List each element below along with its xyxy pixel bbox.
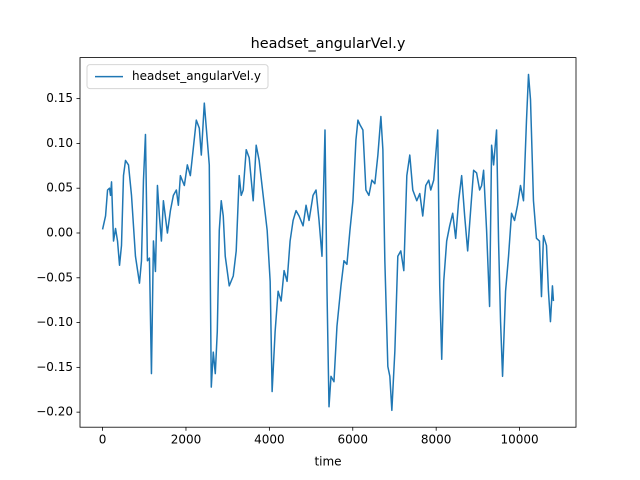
plot-frame: [79, 57, 577, 428]
x-tick-label: 8000: [421, 433, 452, 447]
line-series: [101, 73, 555, 412]
y-tick-label: −0.10: [36, 315, 73, 329]
y-tick-label: −0.20: [36, 405, 73, 419]
y-tick-label: 0.10: [46, 136, 73, 150]
y-tick-label: 0.00: [46, 225, 73, 239]
legend: [86, 64, 269, 90]
x-tick-label: 4000: [254, 433, 285, 447]
chart-title: headset_angularVel.y: [251, 36, 406, 52]
legend-label: headset_angularVel.y: [132, 69, 261, 83]
y-tick-label: 0.05: [46, 181, 73, 195]
x-tick-label: 0: [99, 433, 107, 447]
x-tick-label: 2000: [171, 433, 202, 447]
x-tick-label: 10000: [500, 433, 538, 447]
y-tick-label: −0.05: [36, 270, 73, 284]
y-tick-label: −0.15: [36, 360, 73, 374]
y-tick-label: 0.15: [46, 91, 73, 105]
x-tick-label: 6000: [337, 433, 368, 447]
x-axis-label: time: [314, 455, 341, 469]
